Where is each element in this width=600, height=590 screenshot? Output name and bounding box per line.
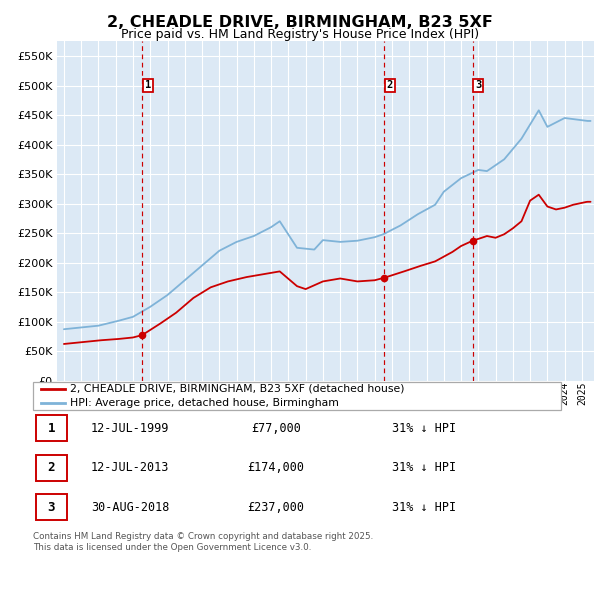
Text: HPI: Average price, detached house, Birmingham: HPI: Average price, detached house, Birm…	[70, 398, 339, 408]
Bar	[35, 455, 67, 481]
Text: 2: 2	[386, 80, 393, 90]
Text: 30-AUG-2018: 30-AUG-2018	[91, 501, 169, 514]
Text: 12-JUL-1999: 12-JUL-1999	[91, 422, 169, 435]
Text: £77,000: £77,000	[251, 422, 301, 435]
Text: 3: 3	[48, 501, 55, 514]
Text: 31% ↓ HPI: 31% ↓ HPI	[392, 422, 456, 435]
Bar	[35, 415, 67, 441]
Text: 3: 3	[475, 80, 481, 90]
Text: 2: 2	[48, 461, 55, 474]
Text: Price paid vs. HM Land Registry's House Price Index (HPI): Price paid vs. HM Land Registry's House …	[121, 28, 479, 41]
Bar	[35, 494, 67, 520]
Text: 2, CHEADLE DRIVE, BIRMINGHAM, B23 5XF (detached house): 2, CHEADLE DRIVE, BIRMINGHAM, B23 5XF (d…	[70, 384, 404, 394]
Text: £174,000: £174,000	[247, 461, 304, 474]
Text: 12-JUL-2013: 12-JUL-2013	[91, 461, 169, 474]
Text: 1: 1	[145, 80, 151, 90]
Text: 1: 1	[48, 422, 55, 435]
Text: 31% ↓ HPI: 31% ↓ HPI	[392, 461, 456, 474]
Text: 2, CHEADLE DRIVE, BIRMINGHAM, B23 5XF: 2, CHEADLE DRIVE, BIRMINGHAM, B23 5XF	[107, 15, 493, 30]
Text: 31% ↓ HPI: 31% ↓ HPI	[392, 501, 456, 514]
Text: Contains HM Land Registry data © Crown copyright and database right 2025.
This d: Contains HM Land Registry data © Crown c…	[33, 532, 373, 552]
Text: £237,000: £237,000	[247, 501, 304, 514]
